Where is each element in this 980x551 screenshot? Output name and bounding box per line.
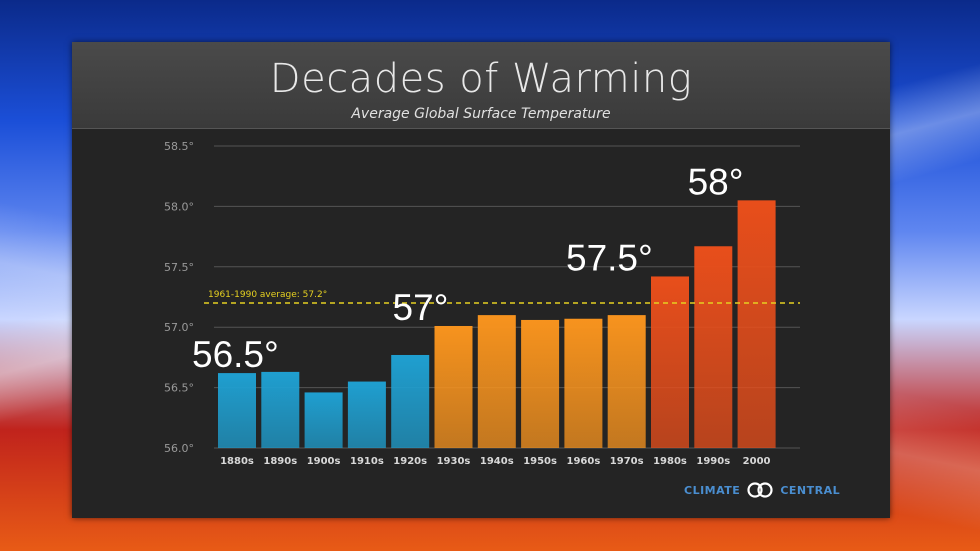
y-tick-label: 58.5°: [164, 140, 194, 153]
x-tick-label: 1920s: [393, 456, 427, 467]
bar-1980s: [651, 276, 689, 448]
chart-title: Decades of Warming: [269, 56, 693, 102]
value-annotation: 57.5°: [566, 237, 653, 278]
bar-1940s: [477, 315, 516, 448]
x-tick-label: 1960s: [567, 456, 601, 467]
bar-1960s: [564, 318, 603, 448]
y-tick-label: 56.0°: [164, 442, 194, 455]
y-tick-label: 57.0°: [164, 321, 194, 334]
x-tick-label: 1970s: [610, 456, 644, 467]
y-tick-label: 58.0°: [164, 200, 194, 213]
bar-1970s: [607, 315, 646, 448]
bar-1920s: [391, 354, 430, 448]
bar-1990s: [694, 246, 733, 448]
y-axis-labels: 56.0° 56.5° 57.0° 57.5° 58.0° 58.5°: [164, 140, 194, 455]
y-tick-label: 57.5°: [164, 261, 194, 274]
logo-rings-icon: [747, 482, 773, 498]
logo-text-left: CLIMATE: [684, 483, 741, 497]
bar-1930s: [434, 325, 473, 448]
reference-line-group: 1961-1990 average: 57.2°: [204, 290, 800, 304]
x-tick-label: 1940s: [480, 456, 514, 467]
x-tick-label: 1880s: [220, 456, 254, 467]
bar-2000: [737, 200, 776, 448]
bar-1890s: [261, 371, 300, 448]
bar-1900s: [304, 392, 343, 448]
bar-1880s: [218, 373, 256, 448]
bar-chart: 56.0°56.5°57.0°57.5°58.0°58.5° 1880s 1890…: [164, 140, 800, 467]
value-annotations: 56.5° 57° 57.5° 58°: [192, 161, 744, 375]
x-tick-label: 1890s: [263, 456, 297, 467]
chart-subtitle: Average Global Surface Temperature: [351, 106, 611, 122]
x-tick-label: 1990s: [696, 456, 730, 467]
title-bar: Decades of Warming Average Global Surfac…: [72, 42, 890, 129]
x-tick-label: 1980s: [653, 456, 687, 467]
x-tick-label: 1910s: [350, 456, 384, 467]
value-annotation: 57°: [393, 287, 449, 328]
x-tick-label: 1950s: [523, 456, 557, 467]
logo-text-right: CENTRAL: [780, 483, 841, 497]
chart-slide: Decades of Warming Average Global Surfac…: [72, 42, 890, 518]
bar-1950s: [521, 319, 560, 448]
value-annotation: 58°: [688, 161, 744, 202]
value-annotation: 56.5°: [192, 334, 279, 375]
bar-1910s: [347, 381, 386, 448]
bars: [218, 200, 776, 448]
reference-line-label: 1961-1990 average: 57.2°: [208, 290, 327, 300]
x-tick-label: 2000: [743, 456, 771, 467]
x-tick-label: 1900s: [307, 456, 341, 467]
x-axis-labels: 1880s 1890s 1900s 1910s 1920s 1930s 1940s 1950s…: [220, 456, 770, 467]
climate-central-logo: CLIMATE CENTRAL: [684, 482, 840, 498]
x-tick-label: 1930s: [437, 456, 471, 467]
y-tick-label: 56.5°: [164, 382, 194, 395]
